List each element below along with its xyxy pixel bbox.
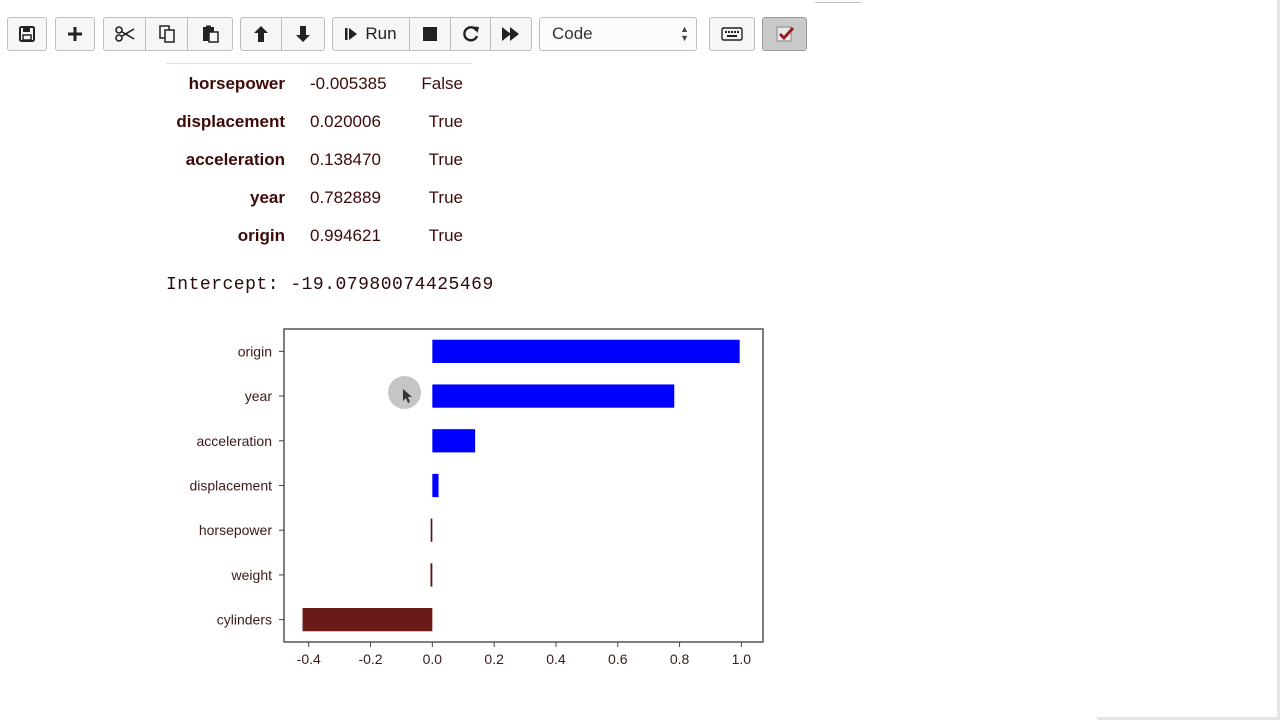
row-label: origin (237, 226, 285, 245)
x-tick-label: 0.2 (484, 651, 504, 667)
header-edge (815, 0, 861, 3)
command-palette-button[interactable] (709, 17, 755, 51)
bar-displacement (432, 473, 439, 498)
cell-type-select[interactable]: Code ▲ ▼ (539, 17, 697, 51)
bar-origin (432, 339, 740, 363)
restart-button[interactable] (451, 17, 491, 51)
intercept-output: Intercept: -19.07980074425469 (166, 275, 494, 295)
y-tick-label: year (245, 388, 273, 404)
y-tick-label: origin (238, 343, 272, 359)
table-row: year 0.782889 True (150, 180, 490, 218)
y-tick-label: cylinders (217, 612, 272, 628)
save-button[interactable] (7, 17, 47, 51)
coef-cell: 0.994621 (310, 226, 381, 245)
x-tick-label: 0.6 (608, 651, 628, 667)
flag-cell: False (421, 74, 463, 93)
bar-weight (430, 563, 433, 587)
table-row: origin 0.994621 True (150, 218, 490, 256)
run-button[interactable]: Run (332, 17, 410, 51)
interrupt-button[interactable] (410, 17, 451, 51)
checkmark-icon (776, 26, 794, 42)
table-row: horsepower -0.005385 False (150, 66, 490, 104)
coefficient-bar-chart: origin year acceleration displacement horsep… (190, 328, 764, 667)
copy-button[interactable] (146, 17, 188, 51)
flag-cell: True (428, 150, 463, 169)
bar-year (432, 384, 675, 408)
x-tick-label: 0.4 (546, 651, 566, 667)
window-edge (1097, 717, 1280, 720)
bar-horsepower (430, 518, 433, 542)
row-label: horsepower (188, 74, 285, 93)
scissors-icon (114, 26, 134, 42)
x-tick-label: 0.0 (423, 651, 443, 667)
x-tick-label: 0.8 (670, 651, 690, 667)
coef-cell: 0.020006 (310, 112, 381, 131)
coef-cell: 0.138470 (310, 150, 381, 169)
move-down-button[interactable] (282, 17, 325, 51)
run-all-button[interactable] (491, 17, 532, 51)
y-tick-label: horsepower (199, 522, 272, 538)
x-tick-label: -0.2 (358, 651, 382, 667)
y-tick-label: weight (231, 567, 273, 583)
bar-cylinders (302, 608, 433, 632)
flag-cell: True (428, 188, 463, 207)
flag-cell: True (428, 226, 463, 245)
insert-cell-button[interactable] (55, 17, 95, 51)
cut-button[interactable] (103, 17, 146, 51)
keyboard-icon (721, 27, 743, 41)
x-tick-label: 1.0 (732, 651, 752, 667)
output-separator (167, 63, 472, 64)
paste-button[interactable] (188, 17, 233, 51)
arrow-up-icon (254, 26, 268, 42)
stop-icon (423, 27, 437, 41)
save-icon (19, 26, 35, 42)
run-icon (345, 28, 358, 40)
row-label: displacement (176, 112, 285, 131)
row-label: acceleration (185, 150, 285, 169)
coef-cell: 0.782889 (310, 188, 381, 207)
table-row: acceleration 0.138470 True (150, 142, 490, 180)
fast-forward-icon (502, 27, 519, 41)
move-up-button[interactable] (240, 17, 282, 51)
mouse-cursor-icon (388, 376, 421, 409)
restart-icon (462, 26, 479, 42)
flag-cell: True (428, 112, 463, 131)
bar-acceleration (432, 429, 476, 453)
y-tick-label: displacement (190, 478, 273, 494)
row-label: year (250, 188, 285, 207)
paste-icon (203, 25, 219, 43)
arrow-down-icon (296, 26, 310, 42)
plus-icon (68, 27, 82, 41)
notebook-toolbar: Run Code ▲ ▼ (0, 0, 1280, 66)
y-tick-label: acceleration (197, 433, 273, 449)
select-arrows-icon: ▲ ▼ (680, 24, 689, 43)
validate-button[interactable] (762, 17, 807, 51)
window-edge (1277, 0, 1280, 720)
cell-type-value: Code (552, 24, 593, 43)
coef-cell: -0.005385 (310, 74, 387, 93)
copy-icon (158, 25, 175, 43)
table-row: displacement 0.020006 True (150, 104, 490, 142)
run-label: Run (365, 24, 397, 43)
x-tick-label: -0.4 (297, 651, 321, 667)
plot-frame (283, 328, 764, 643)
